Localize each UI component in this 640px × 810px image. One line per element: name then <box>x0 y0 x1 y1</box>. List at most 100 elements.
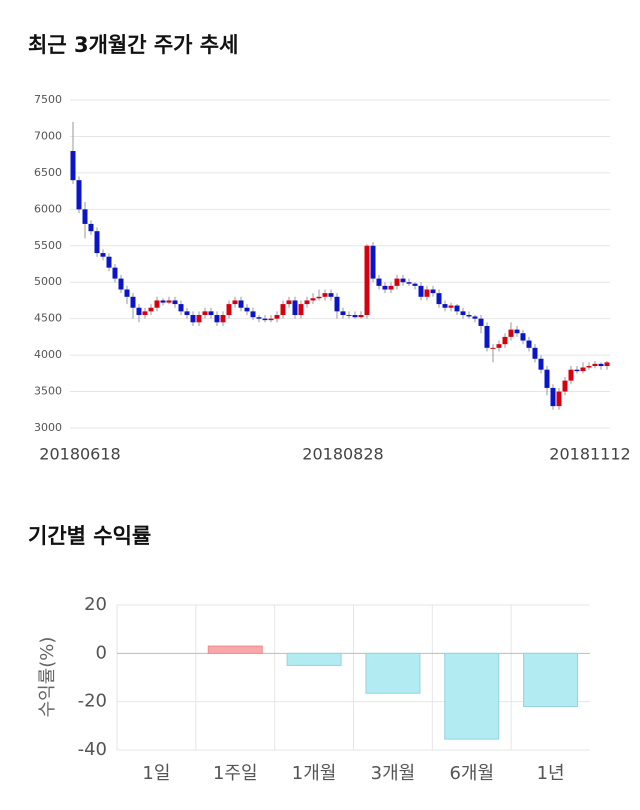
candle-body <box>118 278 124 290</box>
y-tick-label: 3500 <box>34 385 62 398</box>
x-tick-label: 3개월 <box>371 763 416 784</box>
candle-body <box>100 253 106 257</box>
candle-body <box>172 300 178 305</box>
candle-body <box>184 311 190 316</box>
candle-body <box>124 289 130 297</box>
y-tick-label: 4500 <box>34 312 62 325</box>
candle-body <box>238 300 244 308</box>
candle-body <box>166 300 172 303</box>
candle-body <box>376 278 382 286</box>
candle-body <box>358 315 364 318</box>
y-tick-label: 6000 <box>34 202 62 215</box>
candle-body <box>316 296 322 299</box>
candle-body <box>88 223 94 232</box>
candle-body <box>526 340 532 348</box>
x-tick-label: 1개월 <box>292 763 337 784</box>
candle-body <box>568 369 574 381</box>
candle-body <box>466 315 472 317</box>
candle-body <box>382 285 388 290</box>
x-tick-label: 6개월 <box>449 763 494 784</box>
chart-title: 최근 3개월간 주가 추세 <box>28 33 238 57</box>
candle-body <box>514 329 520 334</box>
candle-body <box>70 151 76 181</box>
candle-body <box>280 304 286 316</box>
candle-body <box>268 318 274 321</box>
candle-body <box>418 285 424 297</box>
candle-body <box>478 318 484 326</box>
candle-body <box>436 293 442 305</box>
candle-body <box>286 300 292 305</box>
y-axis-label: 수익률(%) <box>37 637 58 718</box>
bar <box>286 652 342 666</box>
candle-body <box>322 293 328 297</box>
bar <box>207 645 263 654</box>
x-tick-label: 20180828 <box>302 445 383 464</box>
y-tick-label: 5000 <box>34 275 62 288</box>
candle-body <box>298 304 304 316</box>
candle-body <box>580 367 586 372</box>
candle-body <box>112 267 118 279</box>
candle-body <box>154 300 160 308</box>
x-tick-label: 1년 <box>537 763 565 784</box>
candle-body <box>94 231 100 254</box>
candle-body <box>460 311 466 316</box>
chart-title: 기간별 수익률 <box>28 524 151 548</box>
y-tick-label: -40 <box>78 739 107 760</box>
candle-body <box>550 387 556 407</box>
candle-body <box>232 300 238 305</box>
candle-body <box>496 344 502 348</box>
candle-body <box>370 245 376 279</box>
y-tick-label: 5500 <box>34 239 62 252</box>
y-tick-label: 4000 <box>34 348 62 361</box>
candle-body <box>220 315 226 323</box>
candle-body <box>352 315 358 318</box>
candle-body <box>190 315 196 323</box>
candle-body <box>160 300 166 303</box>
candle-body <box>178 304 184 312</box>
candle-body <box>586 366 592 368</box>
candle-body <box>250 311 256 318</box>
candle-body <box>262 318 268 321</box>
candle-body <box>196 315 202 323</box>
bar <box>444 652 500 740</box>
x-tick-label: 20181112 <box>549 445 630 464</box>
candle-body <box>292 300 298 316</box>
candle-body <box>244 307 250 312</box>
y-tick-label: 0 <box>96 642 107 663</box>
y-tick-label: 7500 <box>34 93 62 106</box>
x-tick-label: 20180618 <box>39 445 120 464</box>
candle-body <box>256 317 262 319</box>
candle-body <box>520 333 526 341</box>
candle-body <box>556 391 562 407</box>
candle-body <box>400 278 406 283</box>
candle-body <box>442 304 448 308</box>
candle-body <box>142 311 148 316</box>
candle-body <box>406 282 412 284</box>
candle-body <box>82 209 88 224</box>
candle-body <box>598 363 604 367</box>
y-tick-label: -20 <box>78 691 107 712</box>
candle-body <box>604 362 610 367</box>
candle-body <box>532 347 538 359</box>
candle-body <box>472 316 478 319</box>
candle-body <box>502 336 508 345</box>
x-tick-label: 1주일 <box>213 763 258 784</box>
candle-body <box>148 307 154 312</box>
candle-body <box>346 315 352 317</box>
candle-body <box>412 283 418 286</box>
candle-body <box>106 256 112 268</box>
candle-body <box>304 300 310 305</box>
candle-body <box>334 296 340 312</box>
candle-body <box>394 278 400 286</box>
candle-body <box>208 311 214 316</box>
y-tick-label: 7000 <box>34 129 62 142</box>
candle-body <box>226 304 232 316</box>
candle-body <box>484 325 490 348</box>
y-tick-label: 20 <box>84 594 107 615</box>
bar <box>365 652 421 694</box>
candle-body <box>562 380 568 392</box>
bar <box>523 652 579 707</box>
candle-body <box>340 311 346 316</box>
candle-body <box>328 293 334 297</box>
